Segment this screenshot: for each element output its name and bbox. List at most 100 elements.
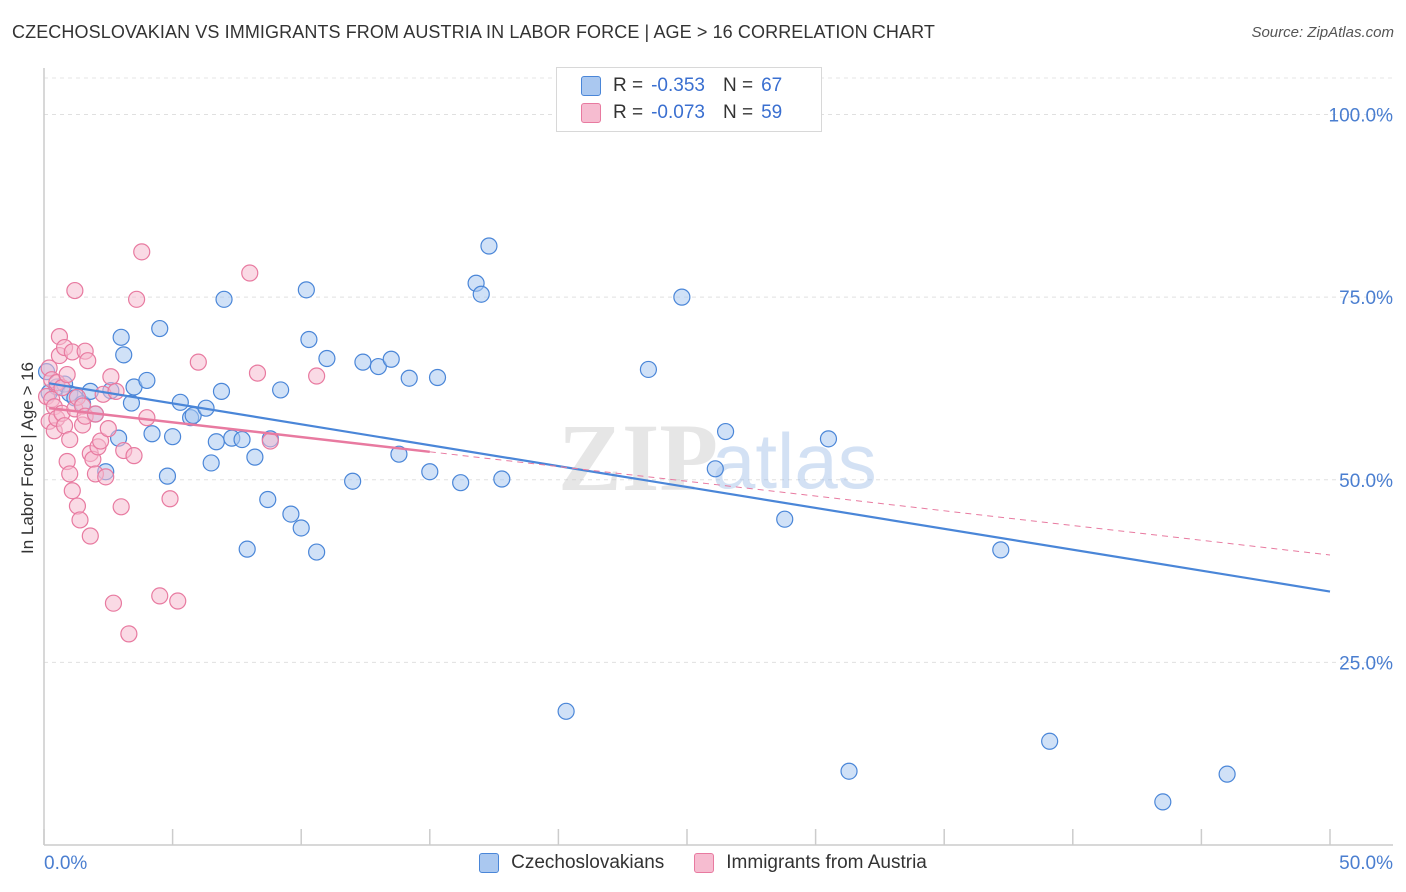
- axes: [43, 68, 1393, 846]
- chart-title: CZECHOSLOVAKIAN VS IMMIGRANTS FROM AUSTR…: [12, 22, 935, 42]
- data-point: [104, 594, 123, 612]
- legend-r-label: R =: [613, 102, 644, 123]
- grid-lines: [44, 77, 1393, 663]
- data-point: [133, 243, 151, 261]
- data-point: [63, 482, 81, 500]
- data-point: [79, 352, 97, 370]
- data-point: [840, 762, 858, 780]
- data-point: [706, 460, 724, 478]
- data-point: [99, 420, 117, 438]
- legend-label: Czechoslovakians: [511, 852, 665, 873]
- data-point: [169, 592, 187, 610]
- legend-n-value: 59: [761, 102, 783, 123]
- trend-line-dashed: [429, 451, 1331, 556]
- data-point: [241, 264, 259, 282]
- data-point: [112, 328, 130, 346]
- legend-item-czechoslovakians[interactable]: Czechoslovakians: [479, 852, 664, 874]
- data-point: [390, 445, 408, 463]
- data-point: [421, 463, 439, 481]
- data-point: [992, 541, 1010, 559]
- data-point: [557, 702, 575, 720]
- correlation-legend: R = -0.353 N = 67 R = -0.073 N = 59: [556, 67, 822, 132]
- data-point: [238, 540, 256, 558]
- data-point: [259, 490, 277, 509]
- legend-label: Immigrants from Austria: [726, 852, 927, 873]
- data-point: [81, 527, 99, 545]
- data-point: [369, 357, 387, 376]
- data-point: [246, 448, 264, 466]
- trend-lines: [48, 382, 1331, 593]
- data-point: [272, 381, 290, 399]
- data-point: [1041, 732, 1059, 750]
- series-austria: [37, 243, 326, 643]
- data-point: [480, 237, 498, 255]
- data-point: [382, 350, 400, 368]
- legend-r-value: -0.073: [651, 102, 705, 123]
- data-point: [125, 447, 143, 465]
- data-point: [215, 290, 233, 308]
- legend-swatch-pink: [581, 103, 601, 123]
- data-point: [164, 428, 182, 446]
- data-point: [66, 281, 84, 300]
- legend-swatch-blue: [581, 76, 601, 96]
- y-tick-label: 50.0%: [1339, 471, 1393, 492]
- legend-item-austria[interactable]: Immigrants from Austria: [694, 852, 927, 874]
- data-point: [673, 288, 691, 306]
- data-point: [97, 468, 115, 486]
- y-tick-label: 100.0%: [1329, 106, 1394, 127]
- legend-row-austria: R = -0.073 N = 59: [581, 100, 782, 126]
- tick-labels: 100.0% 75.0% 50.0% 25.0% 0.0% 50.0%: [44, 106, 1393, 874]
- data-point: [472, 285, 490, 303]
- data-point: [143, 425, 161, 443]
- data-point: [292, 519, 310, 537]
- data-point: [61, 465, 79, 483]
- y-axis-label: In Labor Force | Age > 16: [18, 361, 37, 555]
- data-point: [171, 393, 189, 411]
- data-point: [354, 353, 372, 371]
- watermark-atlas: atlas: [712, 417, 877, 505]
- legend-swatch-pink: [694, 853, 715, 873]
- legend-n-value: 67: [761, 75, 783, 96]
- y-tick-label: 25.0%: [1339, 653, 1393, 674]
- source-label: Source: ZipAtlas.com: [1251, 24, 1394, 41]
- data-point: [120, 625, 138, 643]
- data-point: [400, 369, 418, 387]
- data-point: [282, 505, 300, 523]
- data-point: [91, 432, 110, 450]
- data-point: [308, 543, 326, 561]
- legend-row-czechoslovakians: R = -0.353 N = 67: [581, 73, 782, 99]
- data-point: [819, 430, 838, 448]
- data-point: [297, 281, 315, 299]
- data-point: [207, 433, 225, 451]
- data-point: [428, 368, 447, 387]
- data-point: [248, 364, 267, 382]
- data-point: [300, 330, 318, 349]
- data-point: [151, 587, 169, 605]
- data-point: [102, 368, 120, 386]
- data-point: [68, 497, 87, 515]
- data-points: [37, 237, 1236, 811]
- data-point: [639, 360, 658, 379]
- trend-line: [48, 382, 1331, 593]
- legend-r-label: R =: [613, 75, 644, 96]
- legend-n-label: N =: [722, 75, 754, 96]
- legend-swatch-blue: [479, 853, 500, 873]
- data-point: [127, 290, 146, 308]
- data-point: [776, 510, 794, 528]
- series-legend: Czechoslovakians Immigrants from Austria: [0, 852, 1406, 874]
- data-point: [318, 349, 336, 368]
- data-point: [261, 432, 279, 450]
- x-tick-label: 50.0%: [1339, 853, 1393, 874]
- data-point: [452, 474, 470, 492]
- data-point: [344, 472, 362, 490]
- data-point: [212, 382, 231, 400]
- x-tick-label: 0.0%: [44, 853, 87, 874]
- data-point: [308, 367, 326, 385]
- data-point: [716, 422, 735, 441]
- data-point: [115, 346, 133, 364]
- watermark-zip: ZIP: [558, 404, 718, 511]
- data-point: [151, 319, 169, 338]
- data-point: [107, 382, 125, 400]
- data-point: [233, 430, 251, 449]
